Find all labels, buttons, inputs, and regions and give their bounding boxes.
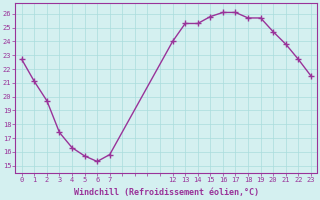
X-axis label: Windchill (Refroidissement éolien,°C): Windchill (Refroidissement éolien,°C): [74, 188, 259, 197]
